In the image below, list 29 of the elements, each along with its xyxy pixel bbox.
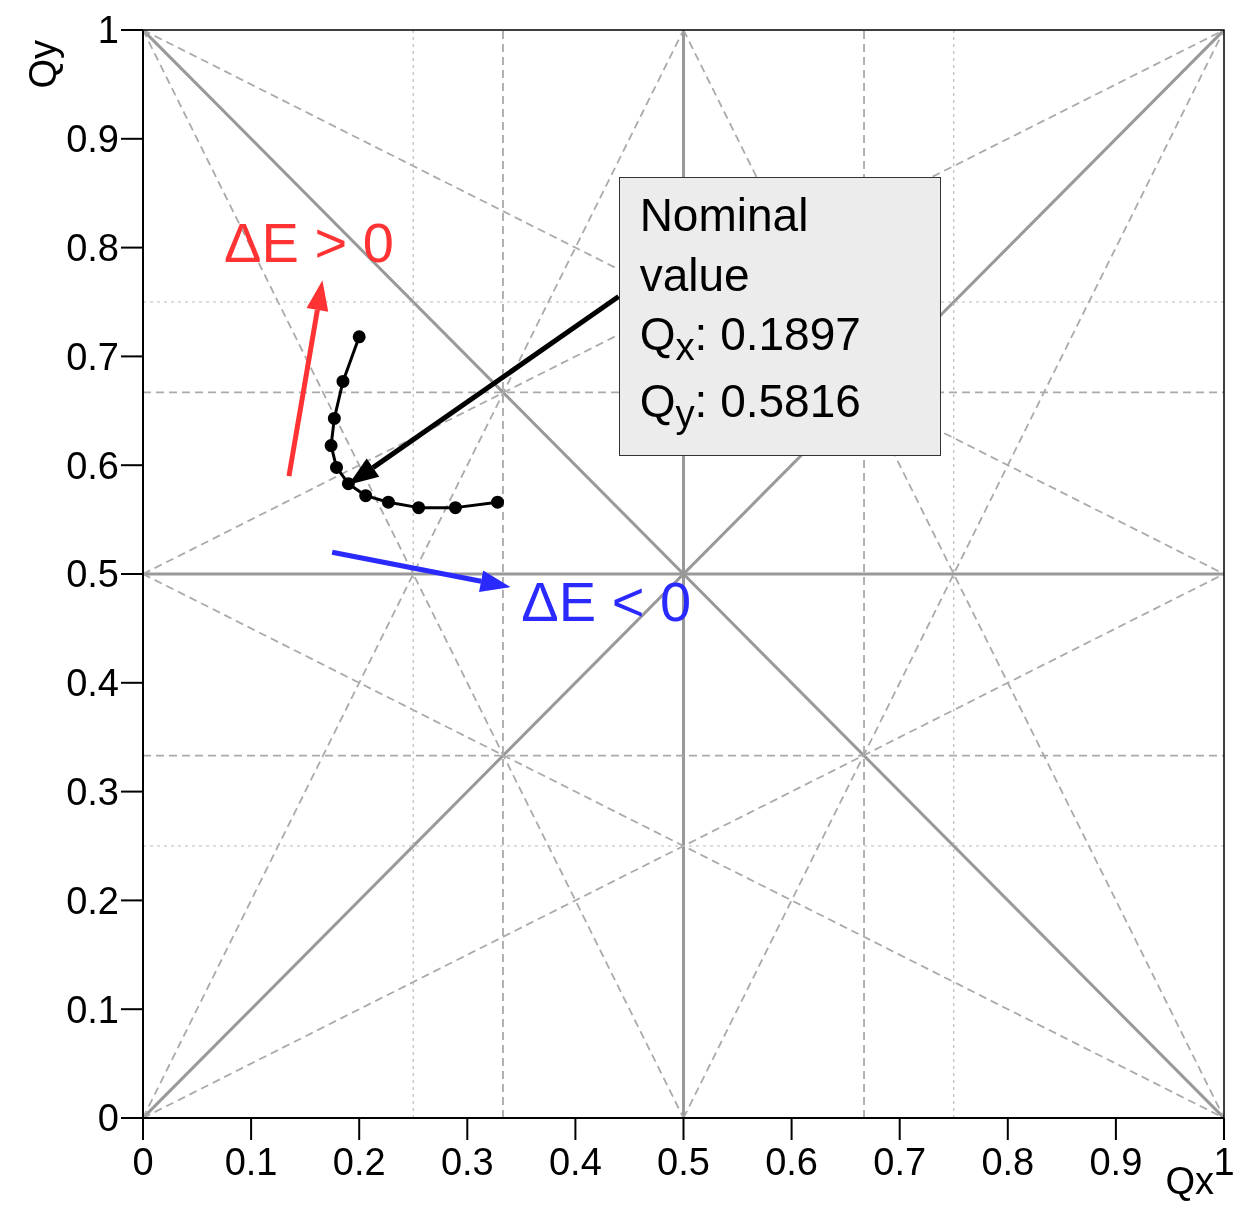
y-tick-label: 0.3 — [66, 771, 119, 814]
x-tick-label: 0.5 — [657, 1140, 710, 1183]
y-tick-label: 0.4 — [66, 662, 119, 705]
x-tick-label: 1 — [1213, 1140, 1235, 1183]
annotation: Q$_{x}$: 0.1897 — [639, 308, 861, 369]
x-tick-label: 0.1 — [224, 1140, 278, 1183]
x-tick-label: 0.9 — [1089, 1140, 1143, 1183]
x-axis-title: Qx — [1165, 1160, 1214, 1202]
y-tick-label: 0.5 — [66, 553, 119, 596]
x-tick-label: 0.3 — [440, 1140, 494, 1183]
annotation: ΔE < 0 — [521, 569, 692, 633]
x-tick-label: 0 — [132, 1140, 154, 1183]
y-tick-label: 0.7 — [66, 335, 119, 378]
x-tick-label: 0.2 — [332, 1140, 386, 1183]
y-tick-label: 0.6 — [66, 444, 119, 487]
y-tick-label: 1 — [97, 9, 119, 52]
y-tick-label: 0.1 — [66, 988, 119, 1031]
x-tick-label: 0.7 — [873, 1140, 927, 1183]
x-tick-label: 0.6 — [765, 1140, 819, 1183]
annotation: ΔE > 0 — [224, 210, 394, 274]
y-tick-label: 0 — [97, 1097, 119, 1140]
x-tick-label: 0.4 — [548, 1140, 602, 1183]
y-axis-title: Qy — [22, 40, 64, 89]
annotation: Q$_{y}$: 0.5816 — [639, 375, 861, 436]
y-tick-label: 0.8 — [66, 227, 119, 270]
x-tick-label: 0.8 — [981, 1140, 1035, 1183]
annotation: Nominal value — [639, 188, 809, 301]
y-tick-label: 0.2 — [66, 879, 119, 922]
y-tick-label: 0.9 — [66, 118, 119, 161]
